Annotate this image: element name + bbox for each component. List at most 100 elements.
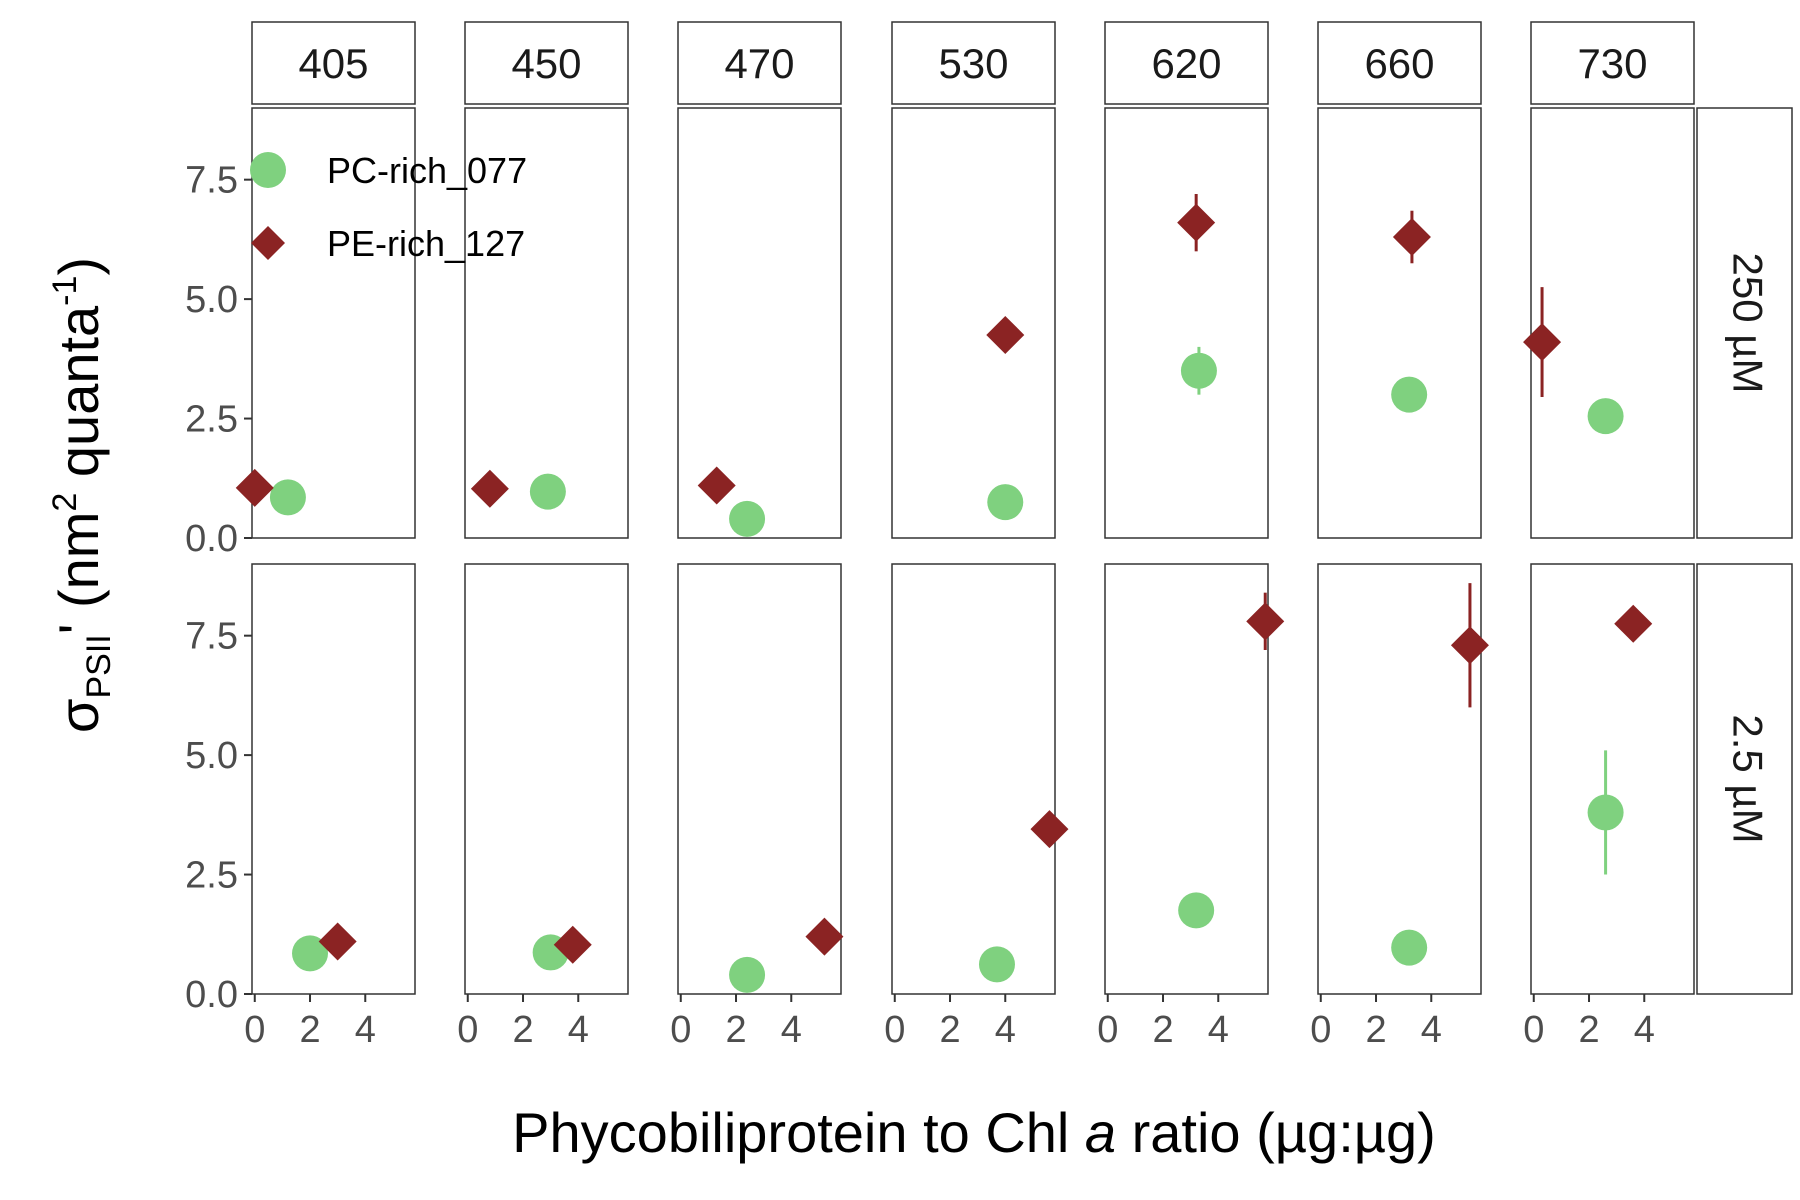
y-tick-label: 2.5: [185, 399, 238, 441]
facet-label-470: 470: [724, 40, 794, 87]
point-PC-rich_077: [1391, 929, 1428, 966]
y-tick-label: 5.0: [185, 735, 238, 777]
x-tick-label: 0: [1523, 1009, 1544, 1051]
facet-label-405: 405: [298, 40, 368, 87]
panel-405-1: [251, 563, 416, 995]
row-label-1: 2.5 µM: [1724, 714, 1771, 843]
facet-strip-730: [1530, 21, 1695, 105]
facet-strip-450: [464, 21, 629, 105]
point-PC-rich_077: [729, 500, 766, 537]
panel-620-0: [1104, 107, 1269, 539]
y-title-sup1: 2: [46, 493, 84, 512]
facet-label-530: 530: [938, 40, 1008, 87]
point-PE-rich_127: [805, 917, 844, 956]
point-PC-rich_077: [529, 473, 566, 510]
point-PE-rich_127: [470, 469, 509, 508]
facet-strip-660: [1317, 21, 1482, 105]
y-title-sup2: -1: [46, 276, 84, 306]
panel-470-1: [677, 563, 842, 995]
x-axis-title: Phycobiliprotein to Chl a ratio (µg:µg): [512, 1101, 1436, 1164]
y-tick-label: 0.0: [185, 974, 238, 1016]
legend-key-PE-rich_127: [251, 226, 285, 260]
x-tick-label: 4: [1634, 1009, 1655, 1051]
point-PE-rich_127: [318, 922, 357, 961]
x-axis-title-part3: ratio (µg:µg): [1116, 1101, 1436, 1164]
point-PC-rich_077: [987, 484, 1024, 521]
legend-label-PE-rich_127: PE-rich_127: [327, 223, 525, 264]
legend-label-PC-rich_077: PC-rich_077: [327, 150, 527, 191]
point-PC-rich_077: [1587, 398, 1624, 435]
y-title-mid: quanta: [47, 305, 110, 493]
x-tick-label: 2: [299, 1009, 320, 1051]
facet-strip-620: [1104, 21, 1269, 105]
panel-620-1: [1104, 563, 1269, 995]
row-label-0: 250 µM: [1724, 253, 1771, 394]
point-PE-rich_127: [235, 468, 274, 507]
panel-660-0: [1317, 107, 1482, 539]
x-tick-label: 2: [725, 1009, 746, 1051]
point-PE-rich_127: [986, 315, 1025, 354]
facet-strip-470: [677, 21, 842, 105]
x-tick-label: 0: [1310, 1009, 1331, 1051]
y-title-sigma: σ: [47, 699, 110, 734]
legend-key-PC-rich_077: [250, 152, 286, 188]
point-PC-rich_077: [729, 956, 766, 993]
x-tick-label: 2: [512, 1009, 533, 1051]
panels-layer: 405 450 470 530 620 660 730 250 µM 2.5 µM 0.0 2.5 5…: [185, 21, 1793, 1051]
marks-layer: [235, 194, 1653, 993]
point-PC-rich_077: [1178, 892, 1215, 929]
point-PE-rich_127: [1392, 218, 1431, 256]
y-tick-label: 5.0: [185, 279, 238, 321]
point-PE-rich_127: [697, 466, 736, 505]
point-PE-rich_127: [1246, 602, 1285, 641]
x-tick-label: 0: [670, 1009, 691, 1051]
point-PC-rich_077: [978, 946, 1015, 983]
x-tick-label: 0: [884, 1009, 905, 1051]
y-tick-label: 7.5: [185, 160, 238, 202]
point-PE-rich_127: [1177, 203, 1216, 242]
point-PC-rich_077: [292, 935, 329, 972]
y-tick-label: 2.5: [185, 855, 238, 897]
facet-strip-530: [891, 21, 1056, 105]
y-title-prime: ' (nm: [47, 512, 110, 635]
x-axis-title-italic: a: [1085, 1101, 1116, 1164]
point-PE-rich_127: [1614, 604, 1653, 643]
point-PE-rich_127: [553, 925, 592, 964]
y-tick-label: 0.0: [185, 518, 238, 560]
x-tick-label: 4: [355, 1009, 376, 1051]
point-PE-rich_127: [1030, 810, 1069, 849]
y-title-close: ): [47, 257, 110, 276]
point-PE-rich_127: [1523, 323, 1562, 362]
point-PC-rich_077: [1587, 794, 1624, 831]
x-tick-label: 2: [1152, 1009, 1173, 1051]
row-strip-0: [1696, 107, 1793, 539]
panel-450-1: [464, 563, 629, 995]
row-strip-1: [1696, 563, 1793, 995]
legend: PC-rich_077 PE-rich_127: [250, 150, 527, 264]
x-tick-label: 2: [1578, 1009, 1599, 1051]
facet-label-450: 450: [511, 40, 581, 87]
x-tick-label: 2: [939, 1009, 960, 1051]
y-tick-label: 7.5: [185, 616, 238, 658]
point-PC-rich_077: [269, 479, 306, 516]
y-title-sub: PSII: [80, 634, 118, 698]
x-axis-title-part1: Phycobiliprotein to Chl: [512, 1101, 1085, 1164]
x-tick-label: 4: [1208, 1009, 1229, 1051]
facet-label-660: 660: [1364, 40, 1434, 87]
panel-470-0: [677, 107, 842, 539]
x-tick-label: 4: [568, 1009, 589, 1051]
x-tick-label: 4: [781, 1009, 802, 1051]
x-tick-label: 0: [1097, 1009, 1118, 1051]
facet-strip-405: [251, 21, 416, 105]
point-PC-rich_077: [1391, 376, 1428, 413]
x-tick-label: 4: [995, 1009, 1016, 1051]
x-tick-label: 0: [457, 1009, 478, 1051]
point-PC-rich_077: [1180, 352, 1217, 389]
panel-730-0: [1530, 107, 1695, 539]
facet-label-730: 730: [1577, 40, 1647, 87]
point-PE-rich_127: [1450, 626, 1489, 665]
y-axis-title: σPSII' (nm2 quanta-1): [46, 257, 118, 733]
x-tick-label: 0: [244, 1009, 265, 1051]
x-tick-label: 2: [1365, 1009, 1386, 1051]
